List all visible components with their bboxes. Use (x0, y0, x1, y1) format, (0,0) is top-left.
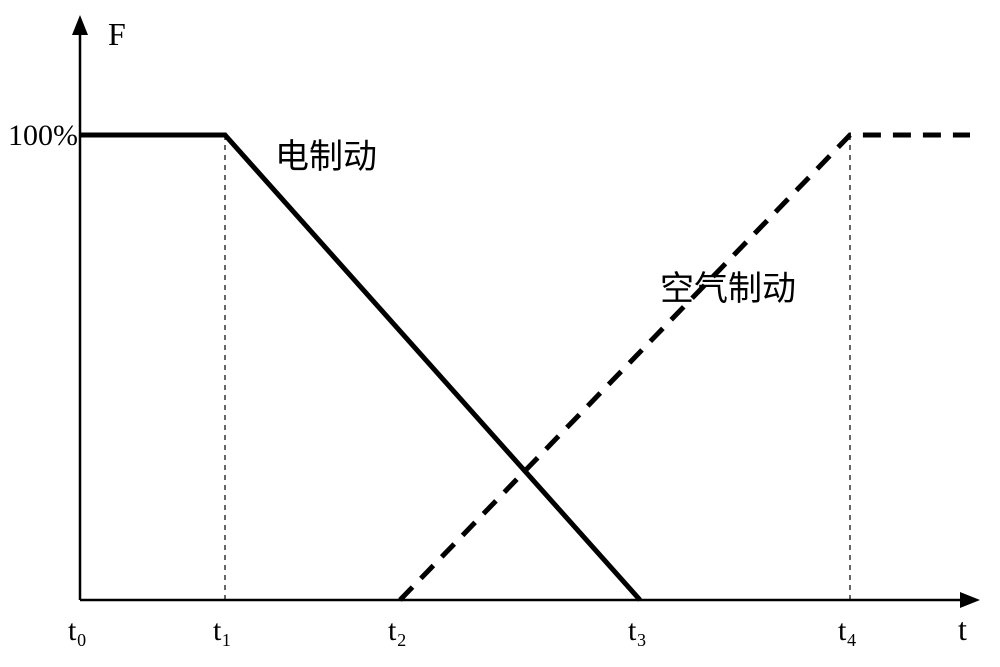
y-axis-arrow (72, 15, 88, 35)
label-air-braking: 空气制动 (660, 270, 796, 308)
x-axis-label: t (958, 611, 967, 647)
x-axis-arrow (960, 592, 980, 608)
x-tick-t4: t₄ (838, 614, 857, 647)
x-tick-t1: t₁ (213, 614, 232, 647)
label-electric-braking: 电制动 (275, 138, 377, 176)
y-axis-label: F (108, 16, 126, 52)
x-tick-t3: t₃ (628, 614, 647, 647)
chart-container: F t 100% t₀ t₁ t₂ t₃ t₄ 电制动 空气制动 (0, 0, 1000, 667)
x-tick-t0: t₀ (68, 614, 87, 647)
x-tick-t2: t₂ (388, 614, 407, 647)
y-tick-100: 100% (8, 119, 78, 152)
braking-chart: F t 100% t₀ t₁ t₂ t₃ t₄ 电制动 空气制动 (0, 0, 1000, 667)
series-electric-braking (80, 135, 640, 600)
series-air-braking (400, 135, 970, 600)
